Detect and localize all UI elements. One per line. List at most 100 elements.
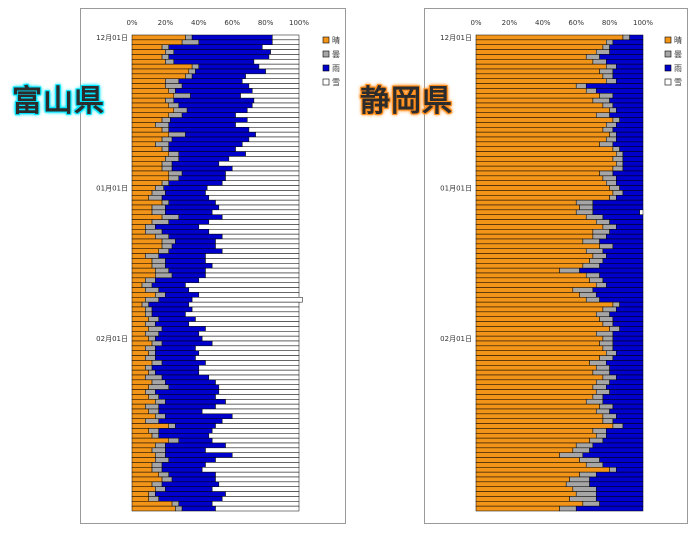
toyama-bar-rain — [161, 326, 206, 332]
toyama-legend-swatch-snow — [322, 78, 330, 86]
toyama-bar-cloudy — [155, 452, 166, 458]
shizuoka-x-tick-label: 40% — [535, 19, 551, 27]
toyama-bar-snow — [231, 452, 300, 458]
toyama-bar-rain — [158, 316, 196, 322]
toyama-bar-snow — [235, 112, 300, 118]
shizuoka-bar-sunny — [475, 219, 597, 225]
toyama-bar-rain — [158, 496, 223, 502]
shizuoka-bar-rain — [619, 146, 644, 152]
shizuoka-bar-cloudy — [622, 34, 630, 41]
toyama-bar-snow — [218, 204, 300, 211]
toyama-bar-sunny — [131, 44, 163, 50]
toyama-bar-cloudy — [155, 457, 169, 463]
toyama-bar-cloudy — [148, 350, 156, 356]
shizuoka-bar-cloudy — [602, 413, 617, 419]
toyama-bar-cloudy — [173, 93, 191, 99]
toyama-bar-rain — [168, 180, 223, 186]
toyama-x-tick-label: 80% — [258, 19, 274, 27]
toyama-bar-cloudy — [151, 340, 163, 347]
toyama-bar-snow — [221, 248, 300, 254]
shizuoka-bar-sunny — [475, 127, 604, 133]
toyama-bar-cloudy — [155, 442, 166, 449]
shizuoka-bar-cloudy — [599, 170, 614, 177]
toyama-bar-rain — [171, 165, 233, 172]
toyama-bar-cloudy — [161, 127, 169, 133]
toyama-bar-sunny — [131, 233, 156, 240]
shizuoka-bar-cloudy — [585, 462, 604, 468]
shizuoka-bar-cloudy — [602, 44, 610, 50]
toyama-bar-cloudy — [145, 418, 159, 424]
toyama-bar-cloudy — [145, 311, 153, 317]
toyama-bar-snow — [208, 433, 300, 439]
shizuoka-bar-sunny — [475, 54, 587, 60]
toyama-bar-rain — [168, 146, 236, 152]
toyama-bar-sunny — [131, 418, 146, 424]
shizuoka-bar-cloudy — [609, 107, 617, 113]
shizuoka-bar-rain — [592, 209, 640, 215]
shizuoka-bar-rain — [606, 433, 644, 439]
toyama-bar-sunny — [131, 161, 163, 167]
toyama-bar-rain — [165, 292, 200, 298]
shizuoka-bar-sunny — [475, 180, 607, 186]
shizuoka-x-tick-label: 20% — [502, 19, 518, 27]
shizuoka-bar-rain — [595, 486, 644, 492]
shizuoka-bar-rain — [609, 219, 644, 225]
shizuoka-legend-label-snow: 雪 — [674, 78, 682, 87]
shizuoka-bar-rain — [612, 340, 644, 347]
toyama-bar-rain — [168, 141, 243, 147]
toyama-bar-rain — [168, 233, 223, 240]
toyama-bar-sunny — [131, 447, 153, 453]
shizuoka-bar-sunny — [475, 447, 574, 453]
shizuoka-bar-rain — [612, 316, 644, 322]
toyama-bar-cloudy — [151, 447, 166, 453]
toyama-bar-cloudy — [168, 437, 180, 444]
shizuoka-bar-sunny — [475, 379, 597, 385]
toyama-bar-rain — [186, 107, 248, 113]
toyama-bar-sunny — [131, 496, 149, 502]
shizuoka-bar-rain — [616, 63, 644, 70]
toyama-bar-cloudy — [161, 214, 180, 220]
toyama-bar-rain — [198, 63, 260, 70]
shizuoka-bar-cloudy — [559, 452, 584, 458]
shizuoka-bar-rain — [602, 277, 644, 283]
toyama-bar-snow — [265, 68, 300, 75]
toyama-bar-rain — [171, 161, 220, 167]
toyama-bar-sunny — [131, 83, 166, 89]
toyama-bar-snow — [205, 360, 300, 366]
shizuoka-bar-sunny — [475, 501, 584, 507]
shizuoka-x-tick-label: 100% — [633, 19, 653, 27]
shizuoka-bar-cloudy — [592, 253, 607, 259]
shizuoka-legend-swatch-snow — [664, 78, 672, 86]
shizuoka-bar-cloudy — [599, 340, 614, 347]
toyama-bar-rain — [168, 44, 263, 50]
shizuoka-bar-cloudy — [592, 229, 610, 235]
shizuoka-bar-sunny — [475, 195, 610, 201]
toyama-bar-rain — [171, 243, 216, 249]
toyama-bar-sunny — [131, 301, 143, 308]
toyama-x-tick-label: 100% — [289, 19, 309, 27]
shizuoka-bar-sunny — [475, 83, 577, 89]
shizuoka-bar-sunny — [475, 418, 604, 424]
toyama-bar-sunny — [131, 272, 156, 279]
shizuoka-bar-rain — [612, 141, 644, 147]
shizuoka-bar-sunny — [475, 403, 600, 410]
shizuoka-bar-sunny — [475, 457, 580, 463]
shizuoka-bar-cloudy — [559, 505, 577, 512]
toyama-legend-label-cloudy: 曇 — [332, 50, 340, 59]
shizuoka-bar-rain — [602, 248, 644, 254]
shizuoka-bar-cloudy — [592, 97, 610, 104]
toyama-bar-rain — [165, 190, 206, 196]
toyama-bar-snow — [215, 243, 300, 249]
shizuoka-bar-sunny — [475, 175, 604, 181]
toyama-bar-sunny — [131, 199, 163, 206]
toyama-bar-cloudy — [168, 131, 186, 138]
toyama-bar-snow — [188, 321, 300, 327]
toyama-bar-snow — [270, 49, 300, 55]
toyama-bar-cloudy — [168, 88, 176, 94]
toyama-bar-cloudy — [165, 49, 175, 55]
toyama-bar-sunny — [131, 399, 156, 405]
shizuoka-bar-rain — [616, 224, 644, 230]
toyama-bar-rain — [168, 248, 223, 254]
toyama-bar-snow — [191, 297, 303, 303]
